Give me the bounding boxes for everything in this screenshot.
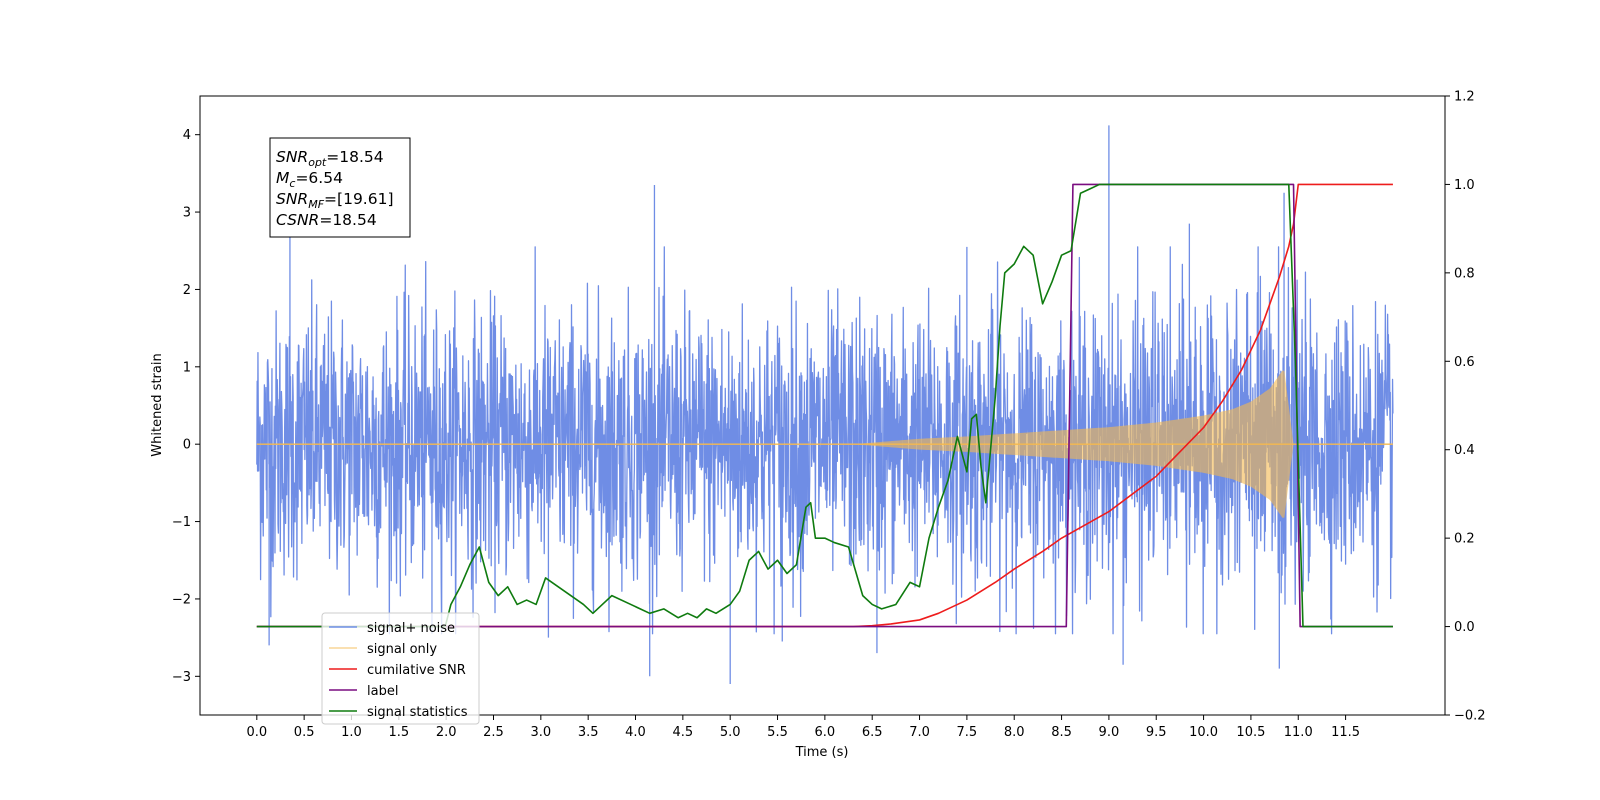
annotation-value: =18.54 [319,211,376,229]
legend-frame [321,612,480,725]
annotation-value: =6.54 [295,169,343,187]
y2-tick-label: 0.4 [1454,443,1475,458]
y-axis-right: −0.2 0.0 0.2 0.4 0.6 0.8 1.0 1.2 [1445,90,1486,724]
x-tick-label: 8.0 [1004,725,1025,740]
annotation-box: SNRopt=18.54Mc=6.54SNRMF=[19.61]CSNR=18.… [269,137,411,238]
series-signal-noise [256,125,1394,685]
x-tick-label: 4.5 [673,725,694,740]
annotation-subscript: opt [308,156,327,169]
x-tick-label: 0.0 [246,725,267,740]
y2-tick-label: 1.2 [1454,90,1475,105]
series-signal-only [853,370,1294,518]
annotation-symbol: SNR [276,190,308,208]
y2-tick-label: 0.6 [1454,355,1475,370]
annotation-subscript: c [289,177,295,190]
annotation-value: =[19.61] [324,190,393,208]
annotation-line: SNRMF=[19.61] [276,190,394,211]
x-tick-label: 6.5 [862,725,883,740]
annotation-symbol: SNR [276,148,308,166]
x-tick-label: 5.5 [767,725,788,740]
x-tick-label: 3.5 [578,725,599,740]
x-tick-label: 9.0 [1099,725,1120,740]
y2-tick-label: 0.2 [1454,532,1475,547]
series-signal-statistics [256,183,1393,628]
legend: signal+ noise signal only cumilative SNR la… [321,612,480,725]
legend-entry: signal only [367,642,437,657]
x-tick-label: 3.0 [530,725,551,740]
x-tick-label: 1.5 [388,725,409,740]
y2-tick-label: 1.0 [1454,178,1475,193]
y-tick-label: 2 [183,283,191,298]
annotation-value: =18.54 [326,148,383,166]
y-tick-label: −3 [172,670,191,685]
x-tick-label: 10.0 [1189,725,1218,740]
annotation-symbol: M [276,169,289,187]
y-axis-left: −3 −2 −1 0 1 2 3 4 [172,128,200,685]
annotation-line: CSNR=18.54 [276,211,377,229]
y-tick-label: −1 [172,515,191,530]
x-tick-label: 8.5 [1051,725,1072,740]
annotation-symbol: CSNR [276,211,319,229]
y2-tick-label: −0.2 [1454,709,1486,724]
x-tick-label: 2.0 [436,725,457,740]
y2-tick-label: 0.0 [1454,620,1475,635]
annotation-line: Mc=6.54 [276,169,343,190]
series-cumulative-snr [256,183,1393,628]
y2-tick-label: 0.8 [1454,266,1475,281]
x-tick-label: 11.0 [1284,725,1313,740]
y-tick-label: −2 [172,592,191,607]
x-tick-label: 10.5 [1236,725,1265,740]
x-tick-label: 5.0 [720,725,741,740]
annotation-frame [269,137,411,238]
series-layer [256,125,1394,685]
x-tick-label: 7.0 [909,725,930,740]
y-axis-label: Whitened strain [150,353,165,456]
y-tick-label: 3 [183,206,191,221]
legend-entry: signal statistics [367,705,468,720]
plot-frame [199,95,1446,716]
annotation-subscript: MF [308,198,324,211]
x-tick-label: 7.5 [957,725,978,740]
x-tick-label: 11.5 [1331,725,1360,740]
y-tick-label: 0 [183,438,191,453]
x-tick-label: 1.0 [341,725,362,740]
x-tick-label: 2.5 [483,725,504,740]
x-tick-label: 4.0 [625,725,646,740]
x-axis: 0.0 0.5 1.0 1.5 2.0 2.5 3.0 3.5 4.0 4.5 5.0 5.5 6.0 6… [246,715,1360,740]
x-axis-label: Time (s) [795,745,849,760]
x-tick-label: 6.0 [815,725,836,740]
x-tick-label: 0.5 [294,725,315,740]
y-tick-label: 4 [183,128,191,143]
annotation-line: SNRopt=18.54 [276,148,384,169]
x-tick-label: 9.5 [1146,725,1167,740]
legend-entry: signal+ noise [367,621,455,636]
legend-entry: cumilative SNR [367,663,466,678]
legend-entry: label [367,684,398,699]
y-tick-label: 1 [183,360,191,375]
